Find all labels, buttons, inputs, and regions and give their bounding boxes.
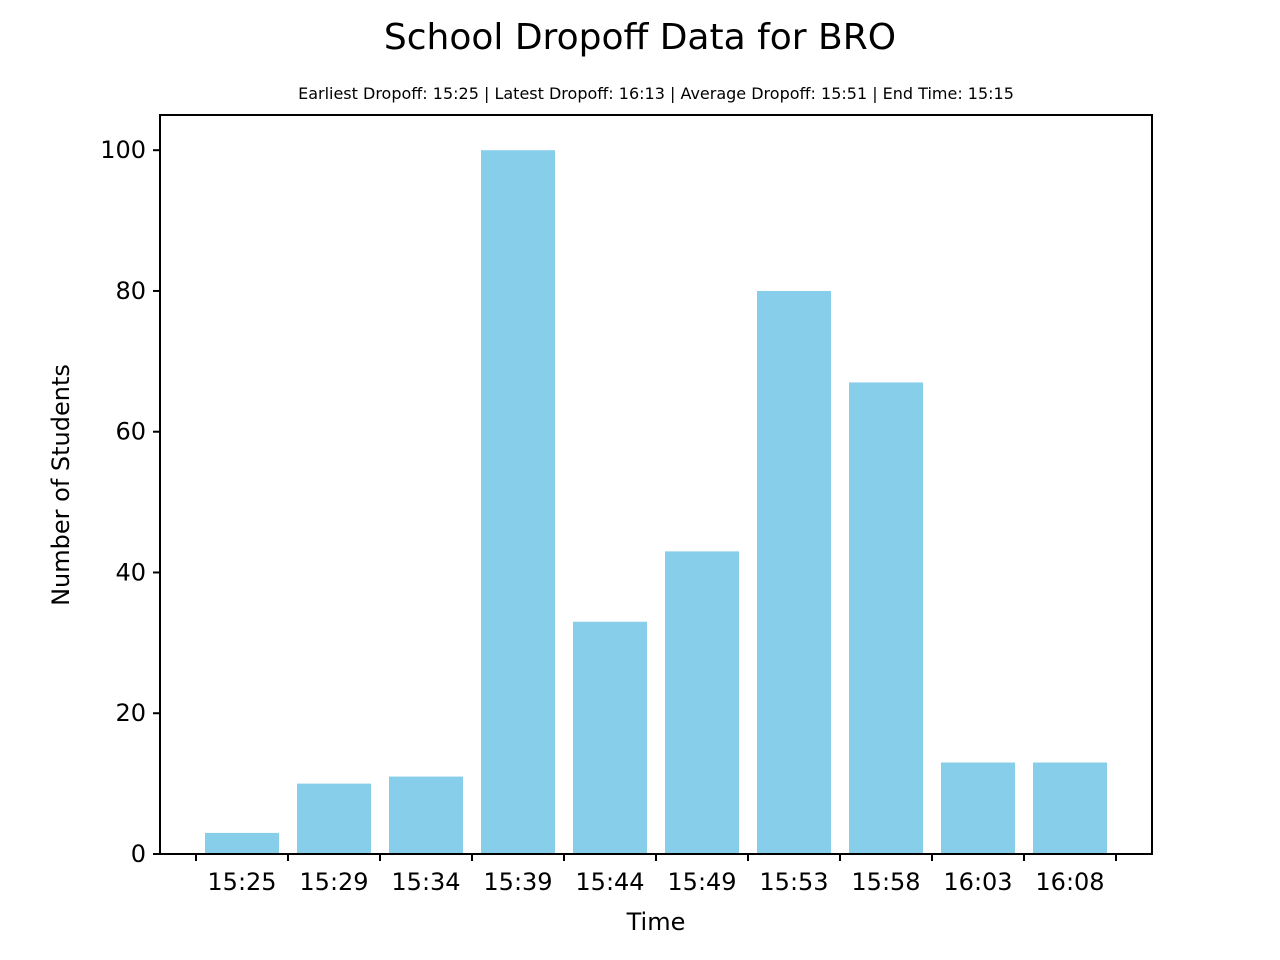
x-tick-label: 15:58: [851, 868, 920, 896]
x-tick-label: 15:34: [391, 868, 460, 896]
x-axis-ticks: 15:25 15:29 15:34 15:39 15:44 15:49 15:53 15:58…: [195, 854, 1117, 896]
x-tick-label: 15:25: [207, 868, 276, 896]
x-tick-label: 15:39: [483, 868, 552, 896]
x-tick-label: 15:53: [759, 868, 828, 896]
bar-1608: [1033, 762, 1107, 854]
chart-title: School Dropoff Data for BRO: [384, 17, 896, 58]
bar-1534: [389, 776, 463, 854]
x-tick-label: 15:49: [667, 868, 736, 896]
bar-1549: [665, 551, 739, 854]
bar-1553: [757, 290, 831, 854]
chart-subtitle: Earliest Dropoff: 15:25 | Latest Dropoff…: [298, 84, 1014, 103]
x-tick-label: 15:29: [299, 868, 368, 896]
bar-1529: [297, 783, 371, 854]
y-axis-ticks: 0 20 40 60 80 100: [100, 136, 160, 868]
y-tick-label: 100: [100, 136, 146, 164]
bar-1603: [941, 762, 1015, 854]
x-axis-label: Time: [626, 908, 686, 936]
y-tick-label: 80: [115, 277, 146, 305]
x-tick-label: 15:44: [575, 868, 644, 896]
y-axis-label: Number of Students: [47, 364, 75, 606]
bar-1558: [849, 382, 923, 854]
y-tick-label: 0: [131, 840, 146, 868]
y-tick-label: 60: [115, 418, 146, 446]
x-tick-label: 16:03: [943, 868, 1012, 896]
bar-1544: [573, 621, 647, 854]
y-tick-label: 20: [115, 699, 146, 727]
x-tick-label: 16:08: [1035, 868, 1104, 896]
y-tick-label: 40: [115, 558, 146, 586]
plot-frame: [159, 114, 1153, 855]
bar-1539: [481, 150, 555, 854]
bar-series: [205, 150, 1107, 854]
bar-1525: [205, 832, 279, 854]
